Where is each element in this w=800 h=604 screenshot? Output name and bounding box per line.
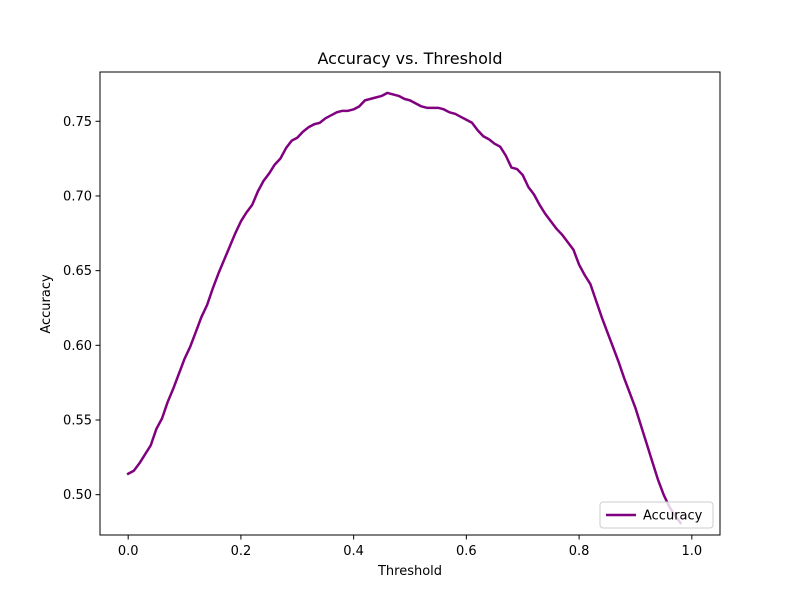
- y-tick-label: 0.55: [63, 413, 92, 428]
- y-axis-label: Accuracy: [39, 274, 54, 334]
- chart-title: Accuracy vs. Threshold: [318, 49, 503, 68]
- x-axis-label: Threshold: [377, 564, 442, 579]
- x-tick-label: 0.2: [231, 544, 252, 559]
- y-tick-label: 0.75: [63, 115, 92, 130]
- x-axis-ticks: 0.0 0.2 0.4 0.6 0.8 1.0: [118, 535, 702, 559]
- x-tick-label: 1.0: [681, 544, 702, 559]
- x-tick-label: 0.4: [343, 544, 364, 559]
- x-tick-label: 0.0: [118, 544, 139, 559]
- accuracy-line: [126, 91, 683, 525]
- y-tick-label: 0.60: [63, 339, 92, 354]
- x-tick-label: 0.6: [456, 544, 477, 559]
- y-tick-label: 0.50: [63, 488, 92, 503]
- legend-box: [599, 501, 714, 529]
- x-tick-label: 0.8: [569, 544, 590, 559]
- legend-label: Accuracy: [643, 509, 703, 524]
- y-axis-ticks: 0.50 0.55 0.60 0.65 0.70 0.75: [63, 115, 100, 503]
- plot-frame: [99, 71, 721, 536]
- legend: Accuracy: [599, 501, 714, 529]
- plot-lines: [126, 91, 683, 525]
- y-tick-label: 0.65: [63, 264, 92, 279]
- y-tick-label: 0.70: [63, 189, 92, 204]
